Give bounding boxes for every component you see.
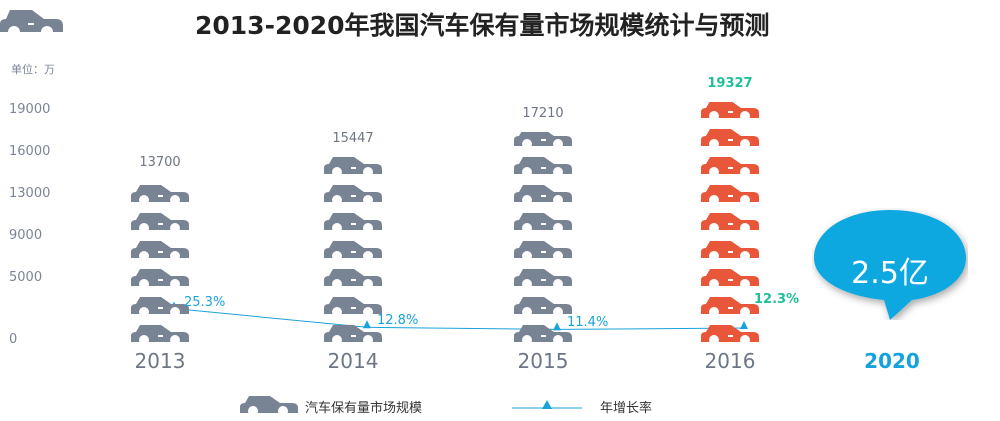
bar-value-label: 15447 — [332, 130, 374, 146]
car-icon — [131, 296, 189, 317]
car-icon — [131, 212, 189, 233]
bar-value-label: 17210 — [522, 106, 564, 122]
car-icon — [514, 296, 572, 317]
growth-rate-point — [740, 321, 748, 330]
car-logo-icon — [0, 10, 63, 38]
car-icon — [701, 212, 759, 233]
y-tick-label: 19000 — [9, 102, 51, 117]
car-icon — [701, 296, 759, 317]
x-tick-label: 2014 — [327, 349, 379, 373]
car-icon — [324, 268, 382, 289]
y-tick-label: 16000 — [9, 144, 51, 159]
car-icon — [514, 240, 572, 261]
bar-value-label: 19327 — [707, 76, 753, 92]
x-label-2020: 2020 — [864, 349, 920, 373]
growth-rate-label: 12.3% — [754, 292, 800, 308]
growth-rate-line — [173, 308, 745, 330]
bar-car-stack-2014 — [323, 157, 383, 345]
legend-car-icon — [240, 396, 298, 416]
bar-value-label: 13700 — [139, 155, 181, 171]
y-tick-label: 9000 — [9, 228, 43, 243]
car-icon — [701, 102, 759, 121]
growth-rate-label: 12.8% — [377, 313, 419, 329]
car-icon — [701, 128, 759, 149]
car-icon — [324, 212, 382, 233]
car-icon — [701, 156, 759, 177]
y-tick-label: 5000 — [9, 270, 43, 285]
car-icon — [514, 132, 572, 149]
car-icon — [324, 240, 382, 261]
x-tick-label: 2015 — [517, 349, 569, 373]
car-icon — [701, 240, 759, 261]
car-icon — [514, 156, 572, 177]
car-icon — [514, 184, 572, 205]
growth-rate-point — [363, 320, 371, 329]
growth-rate-point — [553, 322, 561, 331]
car-icon — [324, 296, 382, 317]
legend-label-growth: 年增长率 — [600, 401, 653, 416]
growth-rate-label: 11.4% — [567, 315, 609, 331]
unit-label: 单位：万 — [11, 63, 55, 76]
car-icon — [701, 324, 759, 345]
car-icon — [701, 184, 759, 205]
x-tick-label: 2016 — [704, 349, 756, 373]
car-icon — [324, 324, 382, 345]
car-icon — [514, 268, 572, 289]
car-icon — [324, 157, 382, 177]
car-icon — [131, 324, 189, 345]
y-tick-label: 0 — [9, 332, 18, 347]
car-icon — [701, 268, 759, 289]
legend-label-size: 汽车保有量市场规模 — [305, 401, 423, 416]
forecast-bubble — [814, 210, 966, 320]
car-icon — [514, 212, 572, 233]
car-icon — [131, 240, 189, 261]
bar-car-stack-2015 — [513, 132, 573, 345]
car-icon — [131, 184, 189, 205]
car-icon — [514, 324, 572, 345]
car-icon — [131, 268, 189, 289]
legend-line-icon — [512, 400, 582, 409]
growth-rate-label: 25.3% — [184, 294, 226, 310]
car-icon — [324, 184, 382, 205]
forecast-value: 2.5亿 — [851, 256, 929, 291]
y-tick-label: 13000 — [9, 186, 51, 201]
chart-title: 2013-2020年我国汽车保有量市场规模统计与预测 — [195, 11, 770, 40]
x-tick-label: 2013 — [134, 349, 186, 373]
bar-car-stack-2013 — [130, 181, 190, 345]
bar-car-stack-2016 — [700, 102, 760, 345]
